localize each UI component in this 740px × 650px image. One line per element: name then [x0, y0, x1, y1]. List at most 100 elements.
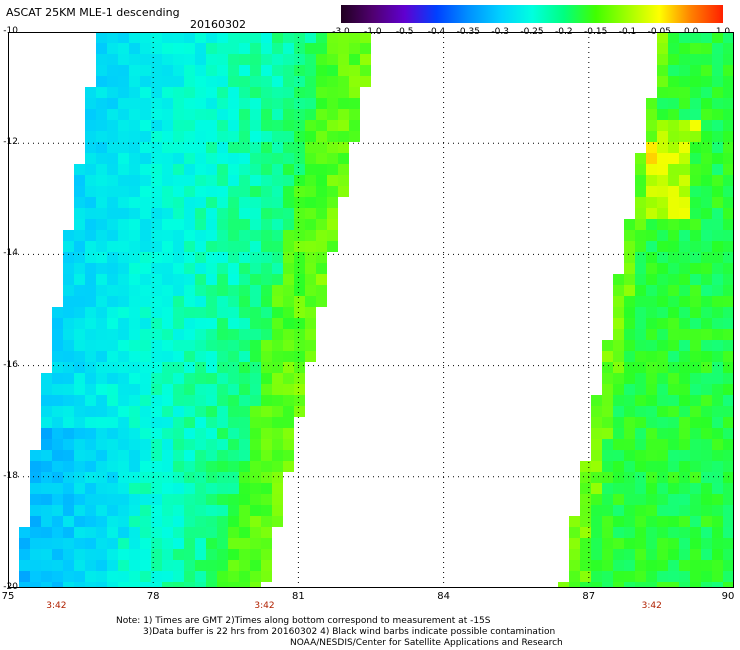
swath-cell: [41, 505, 52, 516]
swath-cell: [635, 527, 646, 538]
swath-cell: [668, 296, 679, 307]
swath-cell: [701, 417, 712, 428]
swath-cell: [184, 472, 195, 483]
swath-cell: [151, 538, 162, 549]
swath-cell: [151, 483, 162, 494]
swath-cell: [250, 362, 261, 373]
swath-cell: [74, 384, 85, 395]
swath-cell: [63, 571, 74, 582]
swath-cell: [129, 373, 140, 384]
swath-cell: [96, 549, 107, 560]
swath-cell: [272, 76, 283, 87]
swath-cell: [217, 582, 228, 588]
swath-cell: [602, 516, 613, 527]
swath-cell: [635, 538, 646, 549]
swath-cell: [30, 505, 41, 516]
swath-cell: [712, 406, 723, 417]
swath-cell: [173, 472, 184, 483]
swath-cell: [624, 351, 635, 362]
swath-cell: [668, 307, 679, 318]
swath-cell: [327, 153, 338, 164]
swath-cell: [173, 373, 184, 384]
swath-cell: [74, 219, 85, 230]
swath-cell: [195, 362, 206, 373]
swath-cell: [118, 43, 129, 54]
swath-cell: [272, 439, 283, 450]
swath-cell: [712, 373, 723, 384]
swath-cell: [52, 439, 63, 450]
swath-cell: [613, 373, 624, 384]
swath-cell: [96, 384, 107, 395]
swath-cell: [162, 351, 173, 362]
swath-cell: [602, 527, 613, 538]
swath-cell: [118, 549, 129, 560]
swath-cell: [74, 318, 85, 329]
swath-cell: [228, 472, 239, 483]
swath-cell: [624, 329, 635, 340]
swath-cell: [646, 560, 657, 571]
swath-cell: [239, 43, 250, 54]
swath-cell: [217, 340, 228, 351]
swath-cell: [668, 285, 679, 296]
swath-cell: [206, 197, 217, 208]
swath-cell: [85, 252, 96, 263]
swath-cell: [63, 263, 74, 274]
swath-cell: [349, 54, 360, 65]
swath-cell: [712, 549, 723, 560]
swath-cell: [701, 43, 712, 54]
swath-cell: [96, 571, 107, 582]
swath-cell: [668, 142, 679, 153]
swath-cell: [195, 483, 206, 494]
swath-cell: [184, 263, 195, 274]
swath-cell: [294, 230, 305, 241]
swath-cell: [173, 296, 184, 307]
swath-cell: [184, 384, 195, 395]
swath-cell: [184, 175, 195, 186]
swath-cell: [701, 450, 712, 461]
swath-cell: [272, 483, 283, 494]
swath-cell: [129, 76, 140, 87]
swath-cell: [118, 142, 129, 153]
swath-cell: [184, 241, 195, 252]
swath-cell: [602, 450, 613, 461]
swath-cell: [261, 197, 272, 208]
swath-cell: [349, 32, 360, 43]
swath-cell: [624, 373, 635, 384]
swath-cell: [228, 439, 239, 450]
lat-label: -18: [3, 470, 18, 481]
lon-label: 87: [582, 591, 596, 602]
swath-cell: [140, 186, 151, 197]
swath-cell: [646, 340, 657, 351]
swath-cell: [217, 54, 228, 65]
swath-cell: [635, 384, 646, 395]
swath-cell: [96, 252, 107, 263]
swath-cell: [712, 241, 723, 252]
swath-cell: [294, 131, 305, 142]
swath-cell: [96, 197, 107, 208]
swath-cell: [217, 175, 228, 186]
swath-cell: [162, 373, 173, 384]
swath-cell: [151, 208, 162, 219]
swath-cell: [63, 252, 74, 263]
swath-cell: [173, 318, 184, 329]
swath-cell: [206, 186, 217, 197]
swath-cell: [283, 186, 294, 197]
swath-cell: [272, 406, 283, 417]
swath-cell: [206, 351, 217, 362]
swath-cell: [591, 560, 602, 571]
swath-cell: [690, 76, 701, 87]
swath-cell: [679, 351, 690, 362]
swath-cell: [723, 582, 734, 588]
swath-cell: [206, 560, 217, 571]
lon-label: 84: [437, 591, 450, 602]
swath-cell: [85, 571, 96, 582]
swath-cell: [657, 516, 668, 527]
swath-cell: [646, 318, 657, 329]
swath-cell: [173, 351, 184, 362]
swath-cell: [261, 472, 272, 483]
swath-cell: [74, 164, 85, 175]
swath-cell: [591, 428, 602, 439]
swath-cell: [338, 131, 349, 142]
swath-cell: [74, 252, 85, 263]
swath-cell: [305, 329, 316, 340]
